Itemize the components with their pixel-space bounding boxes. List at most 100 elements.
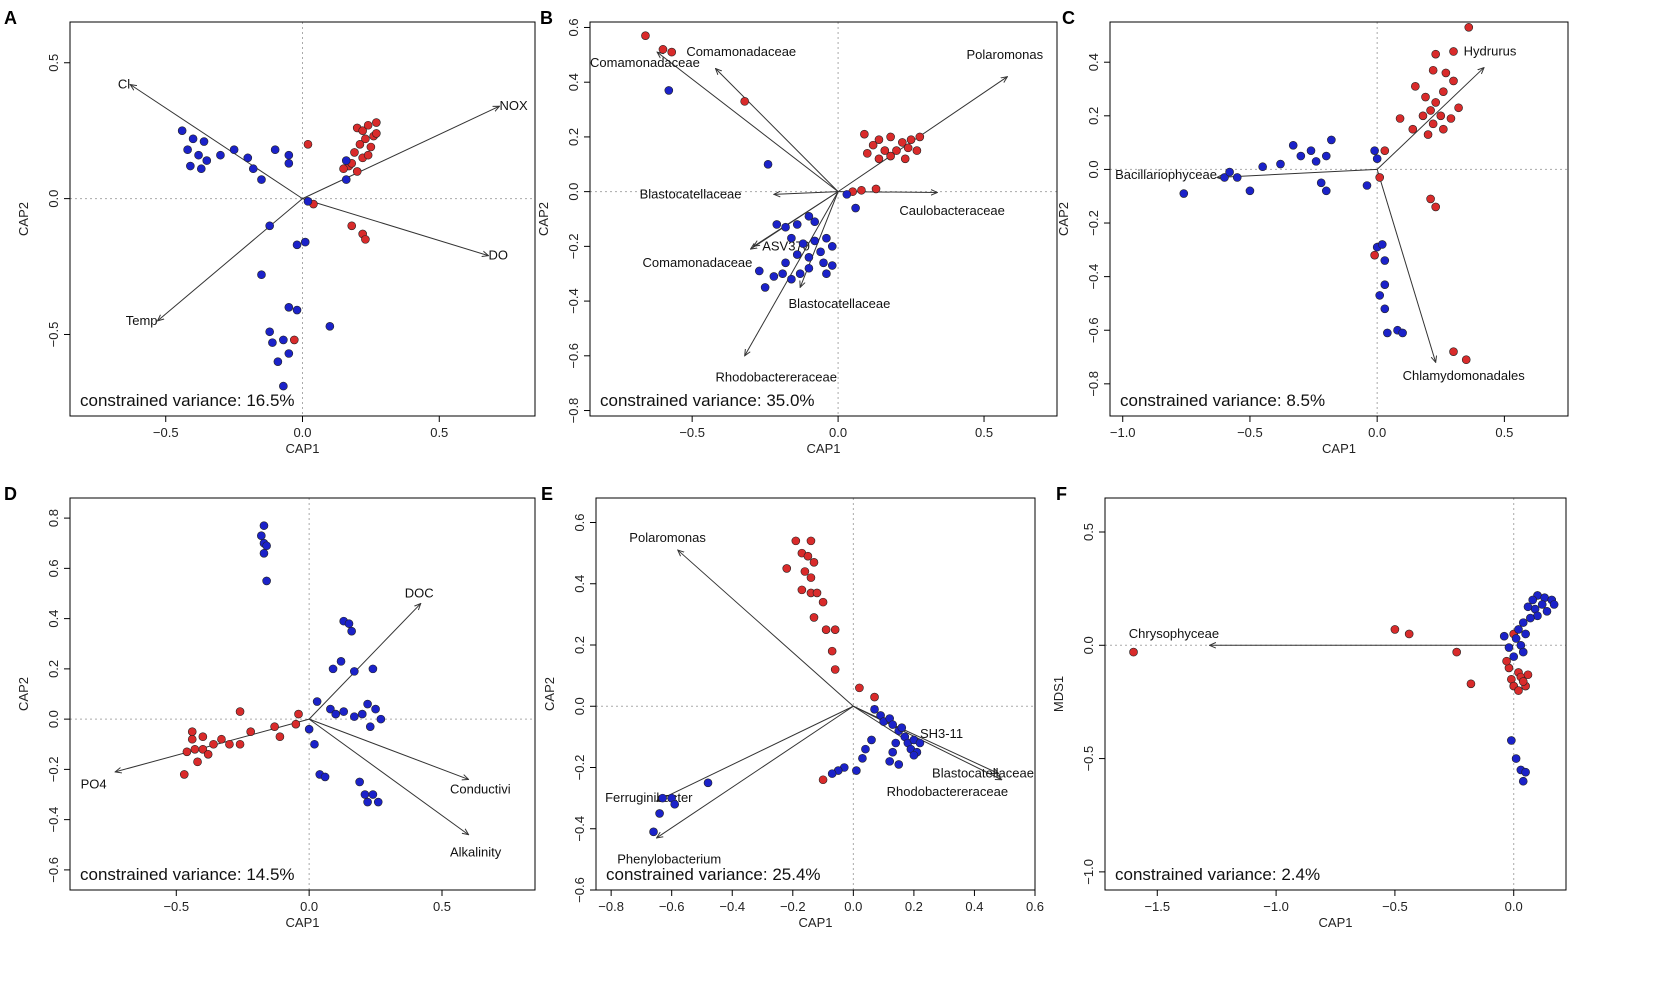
blue-point xyxy=(376,714,386,724)
blue-point xyxy=(270,145,280,155)
arrow-label: Ferruginibacter xyxy=(605,790,693,805)
blue-point xyxy=(1276,159,1285,169)
blue-point xyxy=(1375,291,1385,300)
arrow-label: Caulobacteraceae xyxy=(899,203,1005,218)
blue-point xyxy=(760,283,770,292)
blue-point xyxy=(196,164,206,174)
red-point xyxy=(886,151,895,161)
arrow-label: PO4 xyxy=(81,776,107,791)
red-point xyxy=(874,135,884,144)
red-point xyxy=(892,146,901,155)
y-tick-label: 0.0 xyxy=(1086,160,1101,178)
blue-point xyxy=(336,657,346,666)
blue-point xyxy=(1549,600,1559,609)
blue-point xyxy=(194,150,203,160)
y-tick-label: −0.4 xyxy=(1086,264,1101,290)
blue-point xyxy=(1518,776,1528,786)
arrow-label: Comamonadaceae xyxy=(686,44,796,59)
blue-point xyxy=(229,145,239,155)
biplot-arrow xyxy=(308,718,468,779)
red-point xyxy=(347,221,357,231)
blue-point xyxy=(273,357,283,366)
red-point xyxy=(1428,65,1438,75)
blue-point xyxy=(310,739,319,749)
plot-frame xyxy=(595,497,1036,891)
red-point xyxy=(809,558,819,567)
blue-point xyxy=(331,709,341,719)
blue-point xyxy=(1380,256,1390,265)
red-point xyxy=(818,597,828,607)
blue-point xyxy=(1362,181,1372,190)
x-tick-label: −1.0 xyxy=(1110,425,1136,440)
red-point xyxy=(225,739,234,749)
blue-point xyxy=(810,236,820,246)
blue-point xyxy=(350,667,359,676)
blue-point xyxy=(325,322,335,331)
arrow-label: Bacillariophyceae xyxy=(1115,167,1217,182)
red-point xyxy=(871,184,881,194)
y-tick-label: 0.5 xyxy=(1081,523,1096,541)
y-tick-label: 0.2 xyxy=(46,660,61,678)
panel-f: F −1.5 −1.0 −0.5 0.0 0.5 0.0 −0.5 −1.0 CAP1 MDS1 Ch… xyxy=(1051,484,1567,930)
blue-point xyxy=(177,126,187,135)
red-point xyxy=(1461,355,1471,365)
blue-point xyxy=(357,709,367,719)
blue-point xyxy=(703,778,713,788)
red-point xyxy=(235,707,245,716)
y-tick-label: −1.0 xyxy=(1081,859,1096,885)
plot-frame xyxy=(69,21,536,417)
y-tick-label: −0.6 xyxy=(572,877,587,903)
constrained-variance: constrained variance: 8.5% xyxy=(1120,391,1325,410)
panel-b: B −0.5 0.0 0.5 0.6 0.4 0.2 0.0 −0.2 −0.4 −0.6 −0.8 C… xyxy=(536,8,1058,456)
red-point xyxy=(1454,103,1463,113)
y-tick-label: −0.8 xyxy=(566,398,581,424)
blue-point xyxy=(781,222,790,232)
blue-point xyxy=(822,269,831,279)
blue-point xyxy=(347,626,356,636)
blue-point xyxy=(1514,625,1523,634)
blue-point xyxy=(1509,652,1519,661)
y-tick-label: −0.6 xyxy=(1086,317,1101,343)
blue-point xyxy=(885,757,894,766)
red-point xyxy=(874,154,884,164)
x-tick-label: −0.5 xyxy=(1237,425,1263,440)
x-tick-label: −0.5 xyxy=(153,425,179,440)
blue-point xyxy=(257,270,266,280)
red-point xyxy=(352,167,362,176)
constrained-variance: constrained variance: 2.4% xyxy=(1115,865,1320,884)
x-axis-label: CAP1 xyxy=(286,441,320,456)
x-tick-label: 0.0 xyxy=(844,899,862,914)
blue-point xyxy=(827,242,837,251)
red-point xyxy=(870,692,879,702)
arrow-label: Blastocatellaceae xyxy=(640,186,742,201)
blue-point xyxy=(1523,602,1533,612)
red-point xyxy=(818,775,828,785)
arrow-label: ASV370 xyxy=(762,238,810,253)
red-point xyxy=(1449,76,1458,86)
red-point xyxy=(857,185,866,195)
panel-label: A xyxy=(4,8,17,28)
red-point xyxy=(868,140,878,150)
blue-point xyxy=(265,221,274,231)
red-point xyxy=(1439,87,1448,96)
blue-point xyxy=(858,754,867,763)
blue-point xyxy=(1504,643,1514,652)
red-point xyxy=(1380,146,1390,155)
red-point xyxy=(800,567,810,576)
blue-point xyxy=(1398,328,1407,338)
red-point xyxy=(830,665,840,674)
biplot-arrow xyxy=(678,550,854,707)
blue-point xyxy=(1521,629,1530,639)
arrow-label: Conductivi xyxy=(450,781,511,796)
red-point xyxy=(217,734,226,744)
red-point xyxy=(361,235,370,244)
y-tick-label: 0.4 xyxy=(572,575,587,593)
blue-point xyxy=(1321,151,1331,161)
arrow-label: DOC xyxy=(405,585,434,600)
blue-point xyxy=(1311,157,1321,166)
blue-point xyxy=(1528,595,1538,605)
constrained-variance: constrained variance: 14.5% xyxy=(80,865,295,884)
red-point xyxy=(898,138,907,147)
blue-point xyxy=(867,735,876,745)
x-tick-label: −0.5 xyxy=(163,899,189,914)
